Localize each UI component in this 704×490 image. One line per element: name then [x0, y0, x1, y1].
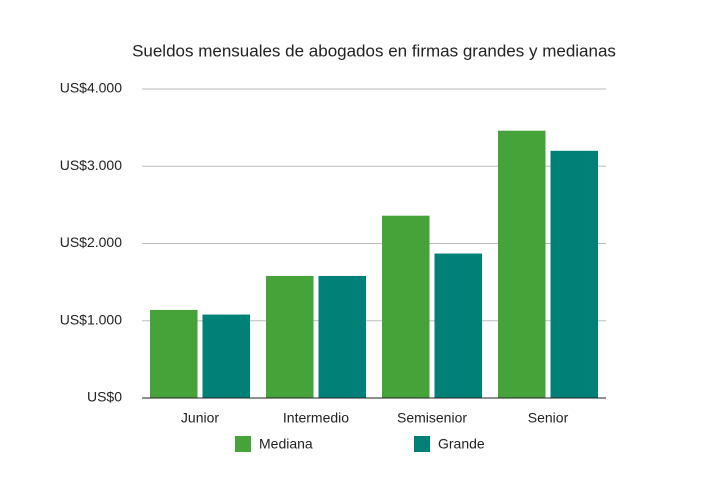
bar — [434, 253, 482, 398]
legend-swatch — [414, 436, 430, 452]
legend-swatch — [235, 436, 251, 452]
x-tick-label: Senior — [528, 410, 569, 426]
legend-label: Mediana — [259, 436, 313, 452]
bar — [382, 215, 430, 398]
bar — [318, 275, 366, 398]
chart-title: Sueldos mensuales de abogados en firmas … — [132, 41, 616, 60]
y-tick-label: US$1.000 — [60, 311, 122, 327]
x-tick-label: Junior — [181, 410, 219, 426]
bar — [150, 309, 198, 398]
bar — [550, 150, 598, 398]
x-tick-label: Semisenior — [397, 410, 467, 426]
y-tick-label: US$4.000 — [60, 80, 122, 96]
legend-label: Grande — [438, 436, 485, 452]
bar — [266, 275, 314, 398]
bar — [202, 314, 250, 398]
y-tick-label: US$3.000 — [60, 157, 122, 173]
y-tick-label: US$0 — [87, 389, 122, 405]
x-tick-label: Intermedio — [283, 410, 349, 426]
bar — [498, 130, 546, 398]
y-tick-label: US$2.000 — [60, 234, 122, 250]
